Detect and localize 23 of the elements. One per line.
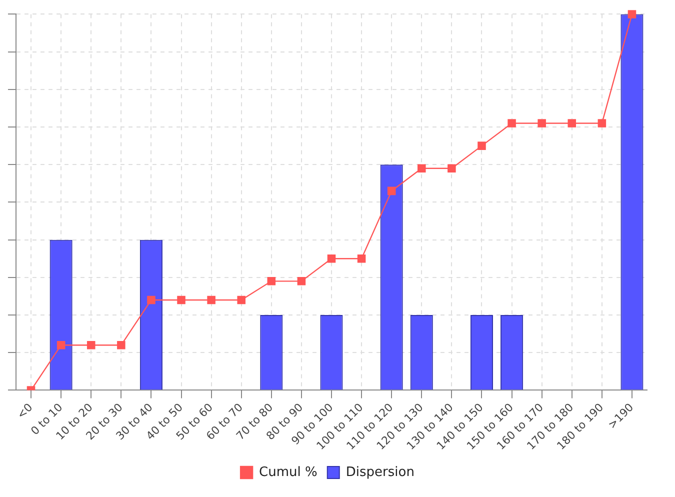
- point: [448, 164, 456, 173]
- point: [86, 340, 96, 350]
- point: [568, 119, 576, 128]
- point: [478, 142, 486, 150]
- point: [327, 254, 336, 263]
- point: [297, 277, 306, 286]
- point: [598, 119, 606, 128]
- x-tick-label: <0: [14, 400, 36, 422]
- point: [207, 296, 216, 304]
- point: [357, 254, 366, 263]
- point: [237, 296, 246, 304]
- point: [538, 119, 546, 128]
- point: [387, 186, 396, 196]
- point: [628, 10, 636, 18]
- point: [177, 296, 186, 304]
- legend-label: Dispersion: [346, 464, 414, 480]
- point: [56, 340, 66, 350]
- point: [418, 164, 426, 173]
- point: [508, 119, 516, 128]
- point: [147, 296, 156, 304]
- legend-label: Cumul %: [259, 464, 318, 480]
- point: [267, 277, 276, 286]
- point: [117, 340, 126, 350]
